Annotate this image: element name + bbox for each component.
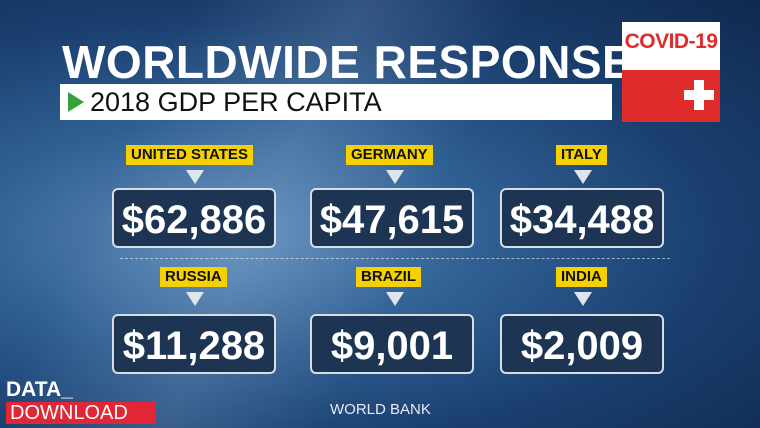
covid-badge-red-panel [622,70,720,122]
value-germany: $47,615 [310,188,474,248]
logo-line-data: DATA_ [6,378,73,401]
down-arrow-icon [574,292,592,306]
covid-badge-label: COVID-19 [624,30,718,53]
down-arrow-icon [574,170,592,184]
value-united-states: $62,886 [112,188,276,248]
down-arrow-icon [186,292,204,306]
subtitle-bar: 2018 GDP PER CAPITA [60,84,612,120]
down-arrow-icon [186,170,204,184]
logo-line-download: DOWNLOAD [6,402,156,424]
source-credit: WORLD BANK [330,401,431,418]
plus-icon-vertical [694,80,704,110]
page-title: WORLDWIDE RESPONSE [62,36,634,88]
value-brazil: $9,001 [310,314,474,374]
subtitle: 2018 GDP PER CAPITA [90,87,382,117]
value-russia: $11,288 [112,314,276,374]
country-label-germany: GERMANY [346,145,433,165]
value-italy: $34,488 [500,188,664,248]
down-arrow-icon [386,292,404,306]
value-india: $2,009 [500,314,664,374]
country-label-india: INDIA [556,267,607,287]
data-download-logo: DATA_ DOWNLOAD [6,378,156,424]
country-label-united-states: UNITED STATES [126,145,253,165]
down-arrow-icon [386,170,404,184]
covid-badge: COVID-19 [622,22,720,122]
country-label-russia: RUSSIA [160,267,227,287]
country-label-brazil: BRAZIL [356,267,421,287]
country-label-italy: ITALY [556,145,607,165]
row-divider [120,258,670,259]
arrow-right-icon [68,92,84,112]
